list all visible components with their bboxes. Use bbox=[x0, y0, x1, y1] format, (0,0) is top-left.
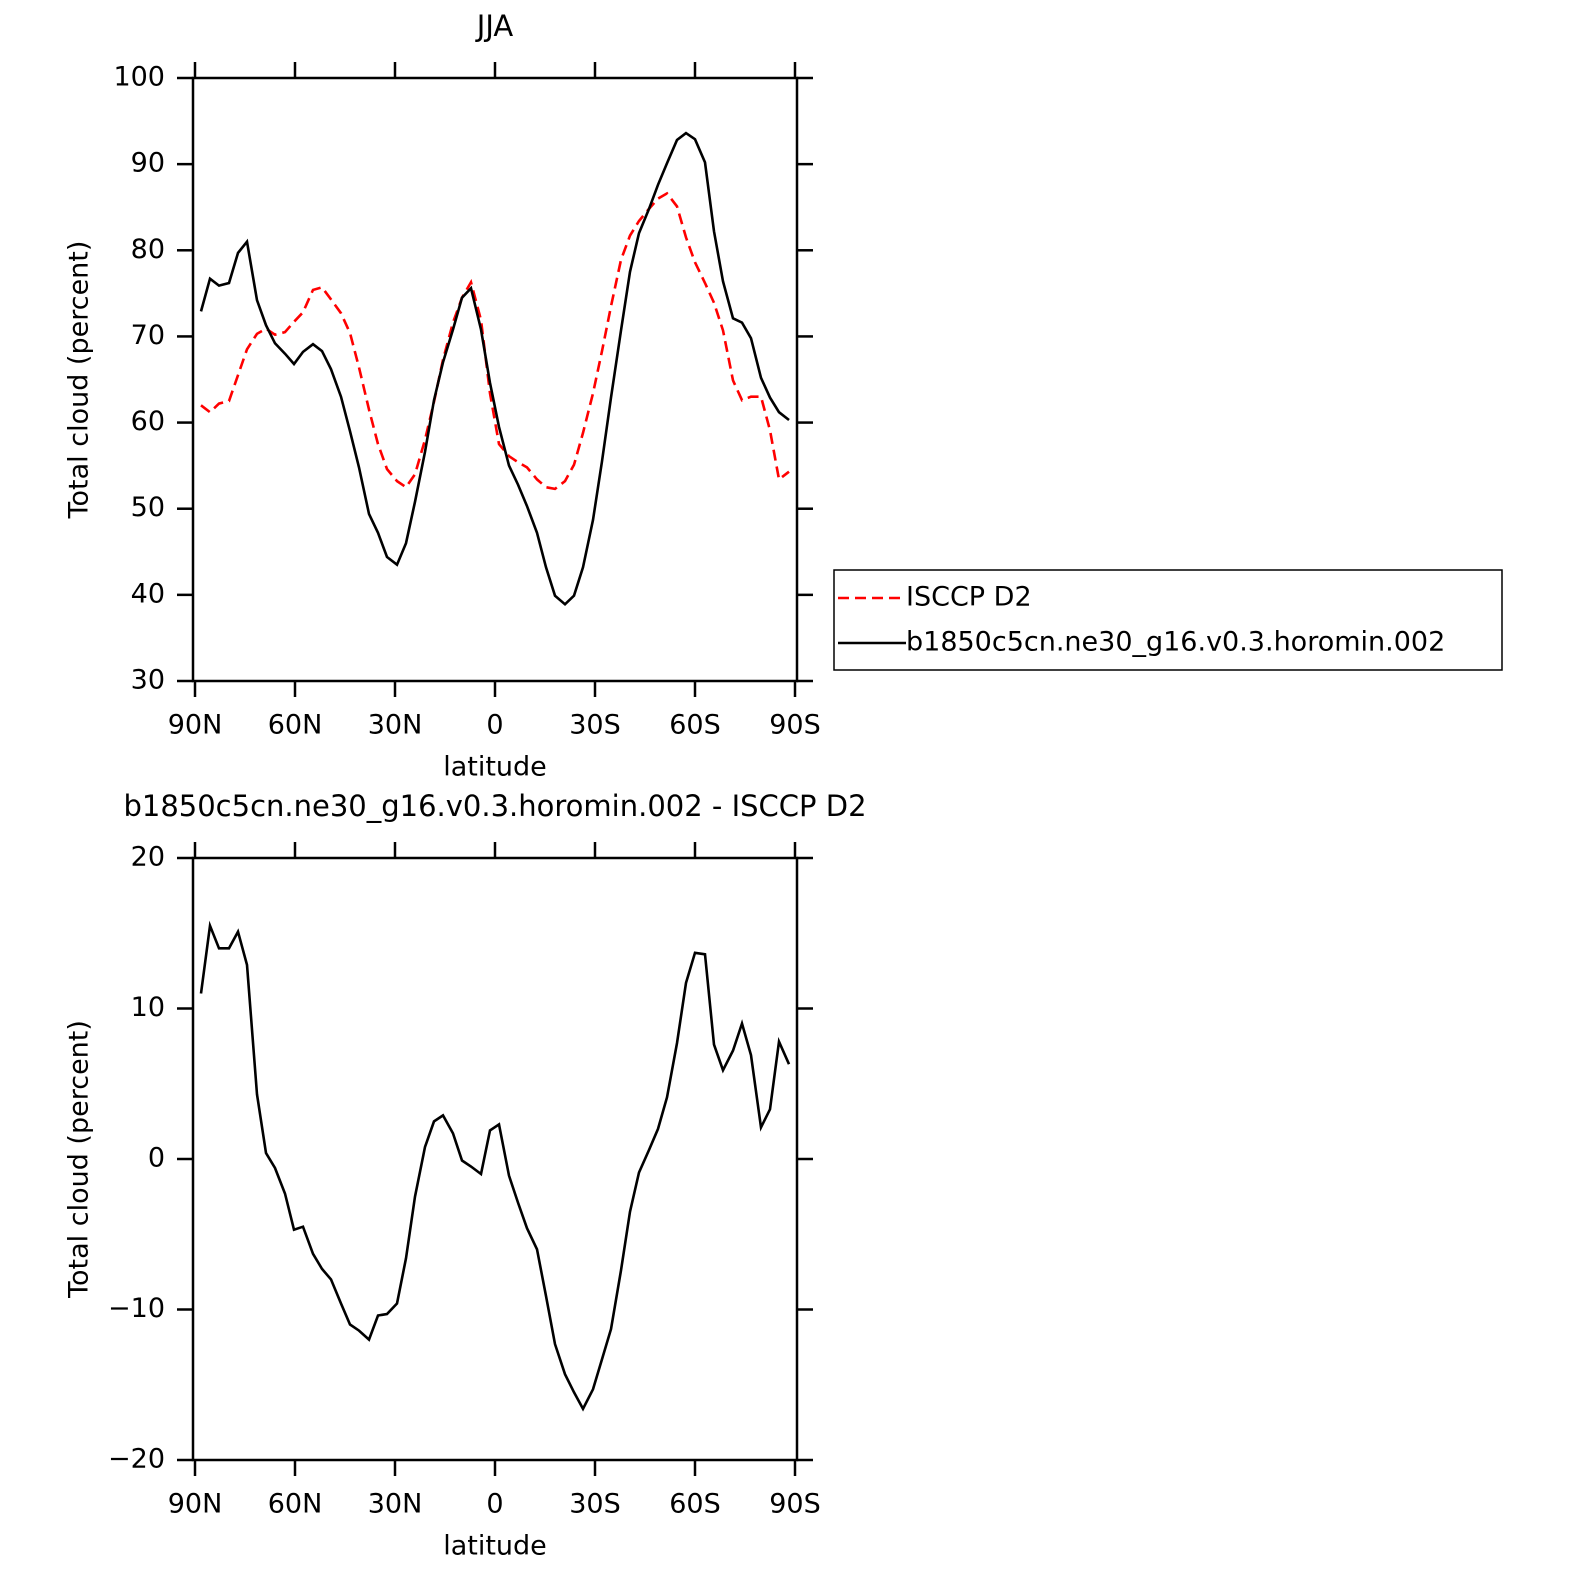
x-axis-label: latitude bbox=[443, 752, 547, 783]
y-tick-label: 60 bbox=[131, 406, 165, 437]
x-tick-label: 60S bbox=[669, 1489, 721, 1520]
y-tick-label: 70 bbox=[131, 320, 165, 351]
y-tick-label: −20 bbox=[108, 1444, 165, 1475]
y-tick-label: 0 bbox=[148, 1143, 165, 1174]
y-tick-label: 30 bbox=[131, 665, 165, 696]
y-tick-label: 90 bbox=[131, 148, 165, 179]
plot-frame bbox=[191, 856, 799, 1462]
data-line bbox=[199, 920, 791, 1412]
y-tick-label: 50 bbox=[131, 492, 165, 523]
y-tick-label: 80 bbox=[131, 234, 165, 265]
y-axis-label: Total cloud (percent) bbox=[64, 1020, 95, 1299]
data-line bbox=[199, 131, 790, 607]
chart-title: JJA bbox=[475, 9, 514, 43]
x-tick-label: 30S bbox=[569, 1489, 621, 1520]
x-tick-label: 60N bbox=[268, 1489, 323, 1520]
y-tick-label: 100 bbox=[113, 62, 165, 93]
x-tick-label: 0 bbox=[486, 710, 503, 741]
x-tick-label: 60N bbox=[268, 710, 323, 741]
legend-box bbox=[833, 569, 1503, 671]
x-tick-label: 30N bbox=[368, 1489, 423, 1520]
x-tick-label: 60S bbox=[669, 710, 721, 741]
legend-label: b1850c5cn.ne30_g16.v0.3.horomin.002 bbox=[906, 627, 1445, 658]
x-tick-label: 0 bbox=[486, 1489, 503, 1520]
x-tick-label: 90S bbox=[769, 710, 821, 741]
x-tick-label: 90N bbox=[168, 710, 223, 741]
y-tick-label: 10 bbox=[131, 992, 165, 1023]
x-axis-label: latitude bbox=[443, 1531, 547, 1562]
y-tick-label: 40 bbox=[131, 578, 165, 609]
x-tick-label: 30N bbox=[368, 710, 423, 741]
chart-title: b1850c5cn.ne30_g16.v0.3.horomin.002 - IS… bbox=[123, 789, 866, 823]
legend-label: ISCCP D2 bbox=[906, 582, 1032, 613]
y-axis-label: Total cloud (percent) bbox=[64, 241, 95, 520]
x-tick-label: 90N bbox=[168, 1489, 223, 1520]
data-line bbox=[200, 191, 790, 491]
x-tick-label: 30S bbox=[569, 710, 621, 741]
y-tick-label: −10 bbox=[108, 1293, 165, 1324]
y-tick-label: 20 bbox=[131, 842, 165, 873]
x-tick-label: 90S bbox=[769, 1489, 821, 1520]
